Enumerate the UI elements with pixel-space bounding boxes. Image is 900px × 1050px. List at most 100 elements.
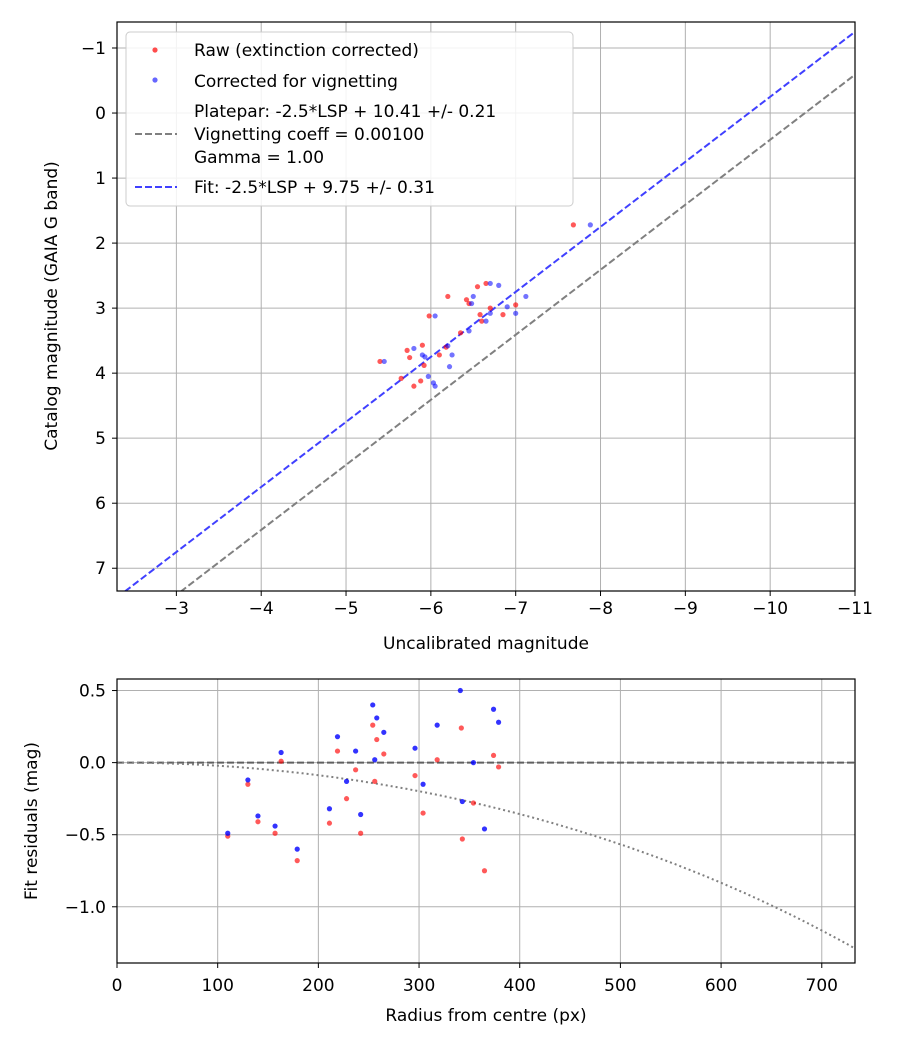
top-x-tick-label: −6	[418, 599, 443, 619]
raw-residual-point	[490, 752, 497, 759]
raw-point	[377, 358, 383, 365]
raw-residual-point	[353, 767, 359, 773]
corrected-point	[504, 304, 510, 310]
corrected-point	[411, 345, 417, 352]
corrected-residual-point	[225, 830, 231, 836]
corrected-point	[449, 352, 455, 358]
legend-fit-label: Fit: -2.5*LSP + 9.75 +/- 0.31	[194, 178, 435, 198]
bottom-y-tick-label: 0.0	[79, 754, 106, 774]
top-y-tick-label: 7	[95, 559, 106, 579]
raw-point	[411, 383, 417, 389]
top-fit-lines	[123, 30, 855, 591]
raw-point	[570, 222, 576, 228]
top-x-tick-label: −9	[673, 599, 698, 619]
raw-point	[418, 378, 424, 384]
raw-point	[500, 312, 506, 318]
raw-point	[463, 297, 470, 303]
legend: Raw (extinction corrected) Corrected for…	[125, 31, 574, 207]
raw-point	[474, 284, 481, 290]
raw-residual-point	[459, 836, 465, 842]
top-y-tick-label: −1	[81, 39, 106, 59]
raw-residual-point	[470, 800, 477, 806]
top-y-tick-label: 4	[95, 364, 106, 384]
raw-point	[407, 354, 413, 361]
raw-residual-point	[420, 810, 426, 816]
corrected-point	[381, 358, 387, 365]
corrected-residual-point	[326, 806, 333, 812]
top-x-tick-label: −3	[164, 599, 189, 619]
raw-residual-point	[372, 778, 378, 784]
raw-residual-point	[343, 796, 350, 802]
bottom-y-ticks: 0.5 0.0 −0.5 −1.0	[65, 682, 117, 918]
bottom-x-tick-label: 400	[504, 976, 536, 996]
corrected-residual-point	[294, 846, 300, 852]
bottom-x-axis-label: Radius from centre (px)	[385, 1006, 586, 1026]
raw-point	[477, 312, 483, 318]
legend-corrected-label: Corrected for vignetting	[194, 72, 398, 92]
raw-point	[398, 375, 404, 381]
vignetting-curve	[117, 761, 855, 949]
bottom-panel: 0 100 200 300 400 500 600 700 0.5 0.0 −0.5 −1.0 Ra…	[22, 678, 856, 1026]
raw-residual-point	[358, 830, 364, 836]
corrected-point	[483, 318, 489, 324]
raw-point	[513, 302, 519, 308]
corrected-point	[422, 354, 428, 360]
corrected-point	[468, 300, 475, 307]
top-y-tick-label: 5	[95, 429, 106, 449]
bottom-x-tick-label: 0	[112, 976, 123, 996]
bottom-grid	[116, 679, 855, 963]
bottom-y-tick-label: 0.5	[79, 682, 106, 702]
raw-point	[436, 352, 442, 358]
corrected-point	[523, 293, 529, 300]
top-x-tick-label: −5	[334, 599, 359, 619]
corrected-residual-point	[481, 826, 488, 832]
raw-point	[404, 347, 410, 353]
raw-point	[479, 318, 485, 324]
corrected-point	[470, 293, 476, 300]
raw-residual-point	[294, 858, 300, 864]
legend-gamma-label: Gamma = 1.00	[194, 148, 324, 168]
top-x-axis-label: Uncalibrated magnitude	[383, 634, 589, 654]
top-x-tick-label: −10	[752, 599, 788, 619]
corrected-point	[496, 282, 502, 288]
top-x-tick-label: −7	[503, 599, 528, 619]
raw-residual-point	[495, 764, 502, 770]
top-scatter-points	[377, 222, 593, 389]
legend-raw-marker	[152, 47, 158, 53]
bottom-x-tick-label: 500	[604, 976, 636, 996]
top-y-tick-label: 1	[95, 169, 106, 189]
corrected-point	[587, 222, 593, 228]
legend-vignetting-label: Vignetting coeff = 0.00100	[194, 125, 424, 145]
top-fit-line	[123, 30, 855, 591]
legend-raw-label: Raw (extinction corrected)	[194, 41, 419, 61]
bottom-x-tick-label: 200	[302, 976, 334, 996]
raw-point	[421, 362, 427, 368]
corrected-point	[466, 328, 472, 334]
bottom-x-ticks: 0 100 200 300 400 500 600 700	[112, 963, 838, 996]
corrected-point	[432, 383, 438, 389]
raw-residual-point	[370, 722, 376, 728]
corrected-point	[432, 313, 438, 319]
bottom-y-axis-label: Fit residuals (mag)	[22, 742, 42, 900]
raw-residual-point	[434, 757, 440, 763]
top-y-tick-label: 3	[95, 299, 106, 319]
bottom-x-tick-label: 100	[201, 976, 233, 996]
corrected-residual-point	[381, 729, 387, 735]
bottom-x-tick-label: 600	[705, 976, 737, 996]
raw-point	[457, 330, 464, 336]
corrected-residual-point	[372, 757, 378, 763]
corrected-residual-point	[457, 687, 463, 694]
corrected-residual-point	[353, 748, 359, 754]
raw-residual-point	[272, 830, 278, 836]
top-x-ticks: −3 −4 −5 −6 −7 −8 −9 −10 −11	[164, 591, 873, 619]
raw-residual-point	[374, 736, 380, 743]
bottom-y-tick-label: −1.0	[65, 898, 106, 918]
raw-point	[445, 293, 451, 300]
corrected-point	[425, 373, 431, 380]
bottom-axes-frame	[116, 678, 856, 964]
corrected-residual-point	[495, 719, 502, 725]
corrected-point	[487, 280, 493, 287]
corrected-point	[487, 310, 493, 316]
raw-residual-point	[412, 772, 418, 779]
